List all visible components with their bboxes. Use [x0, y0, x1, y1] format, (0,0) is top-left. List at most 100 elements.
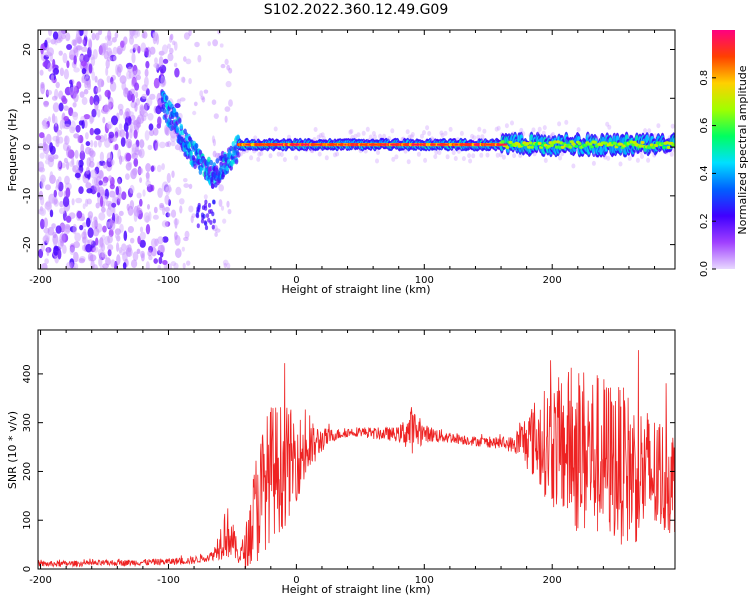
- spectrogram-blob: [654, 143, 659, 147]
- spectrogram-blob: [83, 114, 91, 120]
- spectrogram-blob: [150, 238, 158, 248]
- spectrogram-blob: [498, 152, 503, 158]
- spectrogram-blob: [528, 141, 533, 145]
- spectrogram-blob: [607, 124, 612, 130]
- spectrogram-blob: [147, 204, 150, 210]
- spectrogram-blob: [177, 117, 182, 124]
- spectrogram-blob: [145, 180, 151, 187]
- spectrogram-blob: [145, 60, 150, 69]
- spectrogram-blob: [425, 125, 430, 131]
- spectrogram-blob: [215, 158, 220, 164]
- spectrogram-blob: [52, 31, 59, 40]
- spectrogram-blob: [116, 45, 123, 55]
- spectrogram-blob: [129, 88, 136, 96]
- spectrogram-blob: [226, 200, 230, 208]
- spectrogram-blob: [191, 213, 196, 219]
- spectrogram-blob: [135, 91, 139, 99]
- spectrogram-blob: [224, 115, 228, 123]
- spectrogram-blob: [378, 133, 382, 139]
- spectrogram-blob: [170, 141, 176, 147]
- spectrogram-blob: [162, 236, 169, 243]
- spectrogram-blob: [526, 145, 531, 149]
- spectrogram-blob: [276, 151, 281, 157]
- spectrogram-blob: [194, 143, 199, 149]
- spectrogram-blob: [38, 143, 44, 150]
- spectrogram-blob: [356, 132, 361, 138]
- spectrogram-blob: [72, 111, 79, 121]
- spectrogram-blob: [500, 140, 505, 144]
- spectrogram-blob: [81, 119, 85, 129]
- spectrogram-blob: [179, 198, 185, 205]
- y-tick-label: 300: [22, 413, 33, 432]
- spectrogram-blob: [649, 143, 654, 147]
- spectrogram-blob: [665, 141, 670, 145]
- spectrogram-blob: [115, 186, 120, 196]
- spectrogram-blob: [111, 115, 118, 126]
- spectrogram-blob: [391, 156, 396, 162]
- spectrogram-blob: [193, 101, 198, 107]
- spectrogram-blob: [390, 128, 395, 134]
- spectrogram-blob: [102, 195, 109, 203]
- spectrogram-blob: [139, 104, 145, 111]
- spectrogram-blob: [560, 151, 565, 157]
- spectrogram-blob: [69, 261, 74, 269]
- spectrogram-blob: [119, 129, 126, 138]
- spectrogram-blob: [627, 156, 632, 161]
- spectrogram-blob: [81, 231, 87, 240]
- spectrogram-blob: [456, 148, 461, 154]
- spectrogram-blob: [622, 144, 627, 148]
- spectrogram-blob: [122, 262, 127, 269]
- spectrogram-blob: [606, 155, 611, 161]
- spectrogram-blob: [519, 127, 524, 133]
- spectrogram-blob: [213, 113, 219, 119]
- spectrogram-blob: [59, 200, 64, 208]
- spectrogram-blob: [125, 173, 130, 181]
- spectrogram-blob: [238, 151, 243, 157]
- spectrogram-blob: [56, 129, 63, 136]
- spectrogram-blob: [66, 146, 71, 158]
- spectrogram-blob: [111, 37, 117, 43]
- spectrogram-blob: [78, 186, 84, 195]
- spectrogram-blob: [105, 66, 109, 76]
- spectrogram-blob: [59, 233, 66, 244]
- spectrogram-blob: [571, 163, 576, 169]
- spectrogram-blob: [75, 124, 81, 133]
- spectrogram-blob: [167, 140, 172, 148]
- spectrogram-blob: [55, 138, 60, 148]
- spectrogram-blob: [214, 228, 221, 233]
- spectrogram-blob: [169, 34, 173, 43]
- spectrogram-blob: [618, 161, 623, 167]
- spectrogram-blob: [131, 93, 135, 103]
- x-tick-label: -100: [157, 575, 180, 586]
- spectrogram-blob: [170, 135, 177, 143]
- spectrogram-blob: [605, 121, 610, 127]
- spectrogram-blob: [50, 74, 55, 83]
- spectrogram-blob: [204, 221, 208, 227]
- spectrogram-blob: [53, 237, 58, 248]
- spectrogram-blob: [226, 64, 231, 71]
- spectrogram-blob: [159, 252, 164, 258]
- spectrogram-blob: [76, 30, 80, 40]
- spectrogram-blob: [525, 142, 530, 146]
- spectrogram-blob: [74, 149, 79, 159]
- spectrogram-blob: [95, 32, 100, 41]
- spectrogram-blob: [91, 32, 96, 41]
- spectrogram-blob: [90, 139, 94, 148]
- spectrogram-blob: [104, 89, 111, 98]
- spectrogram-blob: [93, 140, 98, 148]
- spectrogram-blob: [211, 99, 217, 105]
- spectrogram-blob: [376, 150, 380, 155]
- spectrogram-blob: [58, 102, 64, 112]
- carrier-peak: [380, 143, 387, 146]
- colorbar-tick-label: 0.2: [699, 213, 710, 229]
- spectrogram-blob: [162, 260, 168, 265]
- spectrogram-blob: [467, 153, 472, 159]
- spectrogram-blob: [209, 159, 213, 166]
- spectrogram-blob: [89, 115, 94, 125]
- carrier-peak: [396, 143, 399, 146]
- spectrogram-blob: [440, 132, 445, 138]
- spectrogram-blob: [74, 172, 81, 178]
- spectrogram-blob: [108, 219, 116, 231]
- spectrogram-blob: [129, 200, 135, 210]
- spectrogram-blob: [157, 187, 163, 198]
